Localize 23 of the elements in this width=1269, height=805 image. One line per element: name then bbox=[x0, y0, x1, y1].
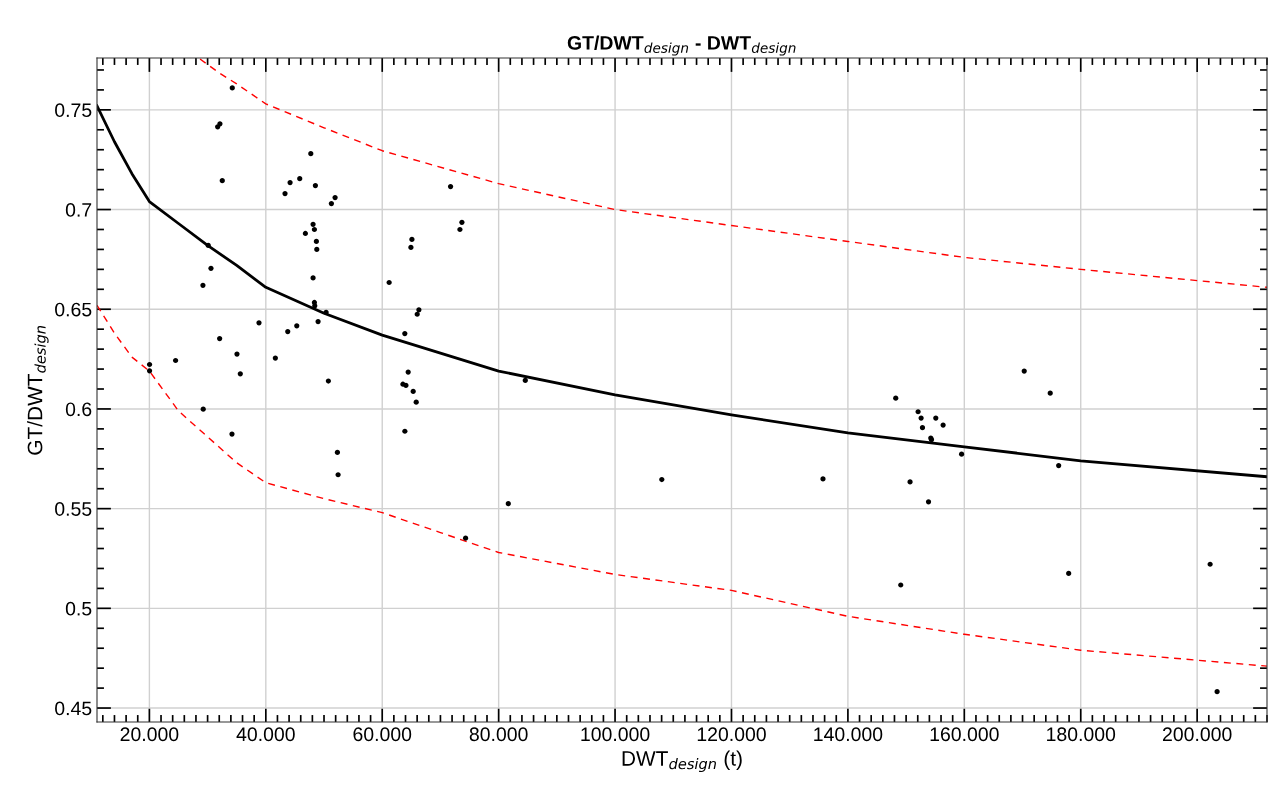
x-tick-label: 100.000 bbox=[581, 727, 650, 742]
x-tick-label: 60.000 bbox=[353, 727, 412, 742]
x-tick-label: 160.000 bbox=[930, 727, 999, 742]
x-axis-title: DWT$_{design}$ (t) bbox=[622, 750, 742, 773]
x-tick-label: 80.000 bbox=[469, 727, 528, 742]
y-tick-label: 0.6 bbox=[65, 402, 92, 417]
y-axis-title: GT/DWT$_{design}$ bbox=[27, 325, 49, 455]
x-tick-label: 120.000 bbox=[697, 727, 766, 742]
line-series bbox=[199, 58, 1267, 289]
y-tick-label: 0.7 bbox=[65, 203, 92, 217]
y-tick-label: 0.45 bbox=[55, 701, 92, 716]
y-tick-label: 0.75 bbox=[55, 103, 92, 118]
x-tick-label: 20.000 bbox=[120, 727, 179, 742]
line-series bbox=[97, 304, 1267, 667]
chart-title: GT/DWT$_{design}$ - DWT$_{design}$ bbox=[567, 35, 796, 56]
x-tick-label: 40.000 bbox=[236, 727, 295, 742]
x-tick-label: 200.000 bbox=[1162, 727, 1232, 742]
y-tick-label: 0.55 bbox=[55, 502, 92, 516]
y-tick-label: 0.5 bbox=[65, 601, 92, 616]
x-tick-label: 140.000 bbox=[814, 727, 883, 742]
line-series bbox=[97, 104, 1267, 479]
x-tick-label: 180.000 bbox=[1047, 727, 1116, 742]
y-tick-label: 0.65 bbox=[55, 302, 92, 317]
